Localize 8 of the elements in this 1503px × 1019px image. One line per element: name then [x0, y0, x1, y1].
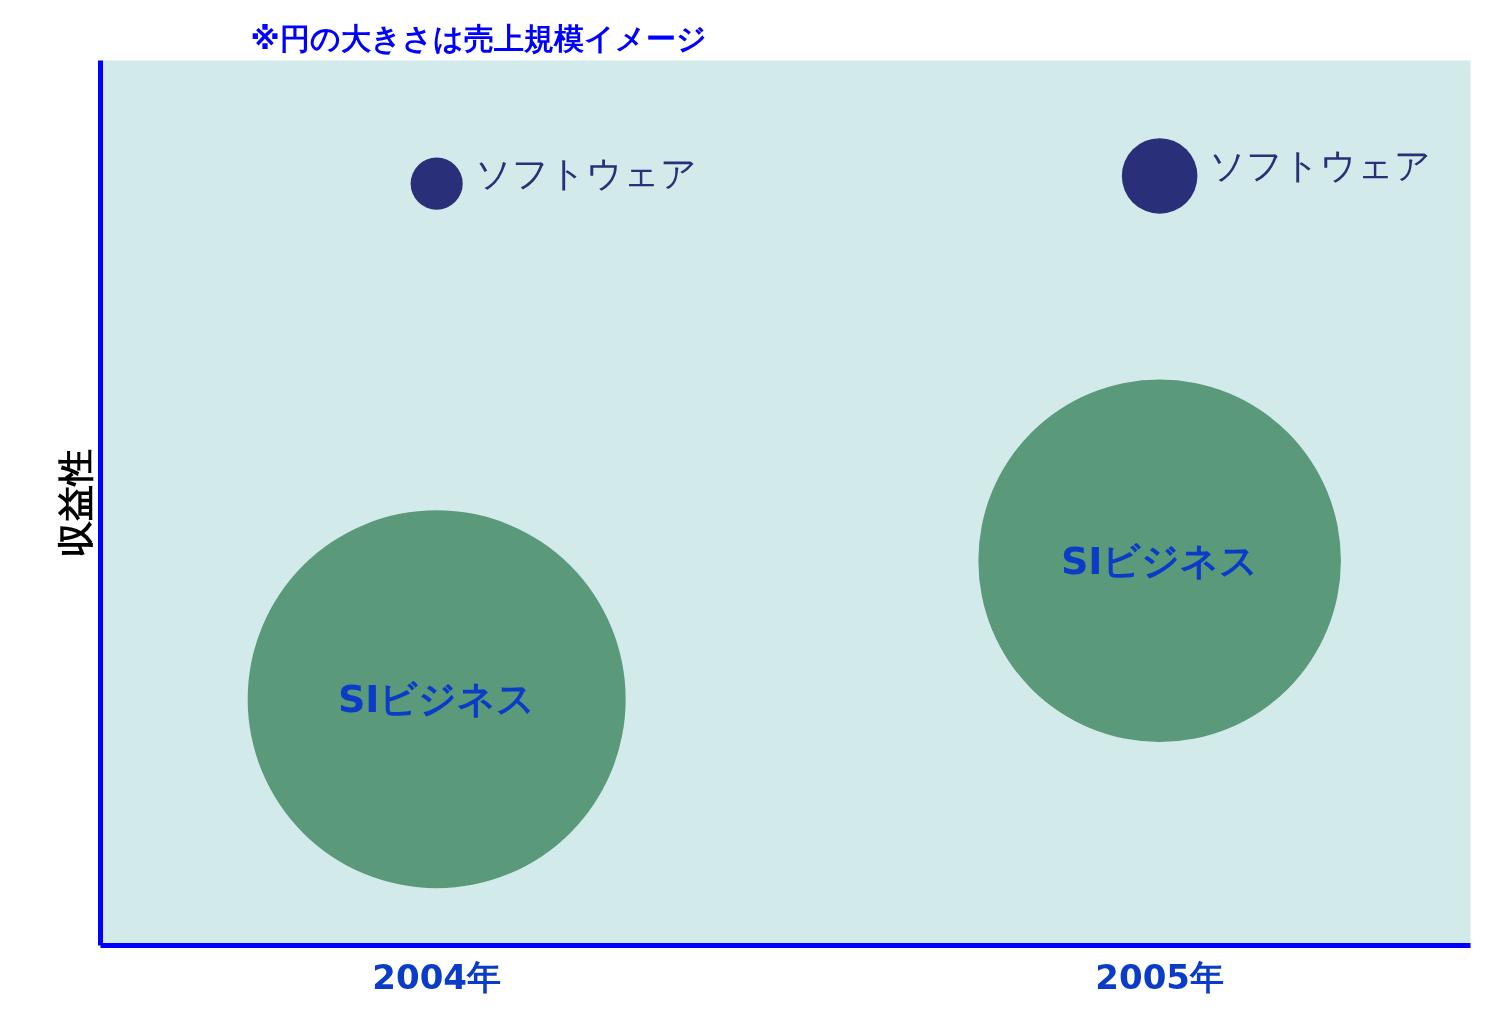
text: ソフトウェア: [474, 153, 697, 195]
x-tick-label: 2004年: [372, 956, 501, 997]
x-tick-label: 2005年: [1095, 956, 1224, 997]
series-label: SIビジネス: [1060, 538, 1259, 583]
text: SIビジネス: [337, 677, 536, 722]
chart-title: ※円の大きさは売上規模イメージ: [250, 20, 707, 56]
y-axis-title: 収益性: [54, 449, 96, 557]
series-label: ソフトウェア: [1209, 145, 1432, 187]
